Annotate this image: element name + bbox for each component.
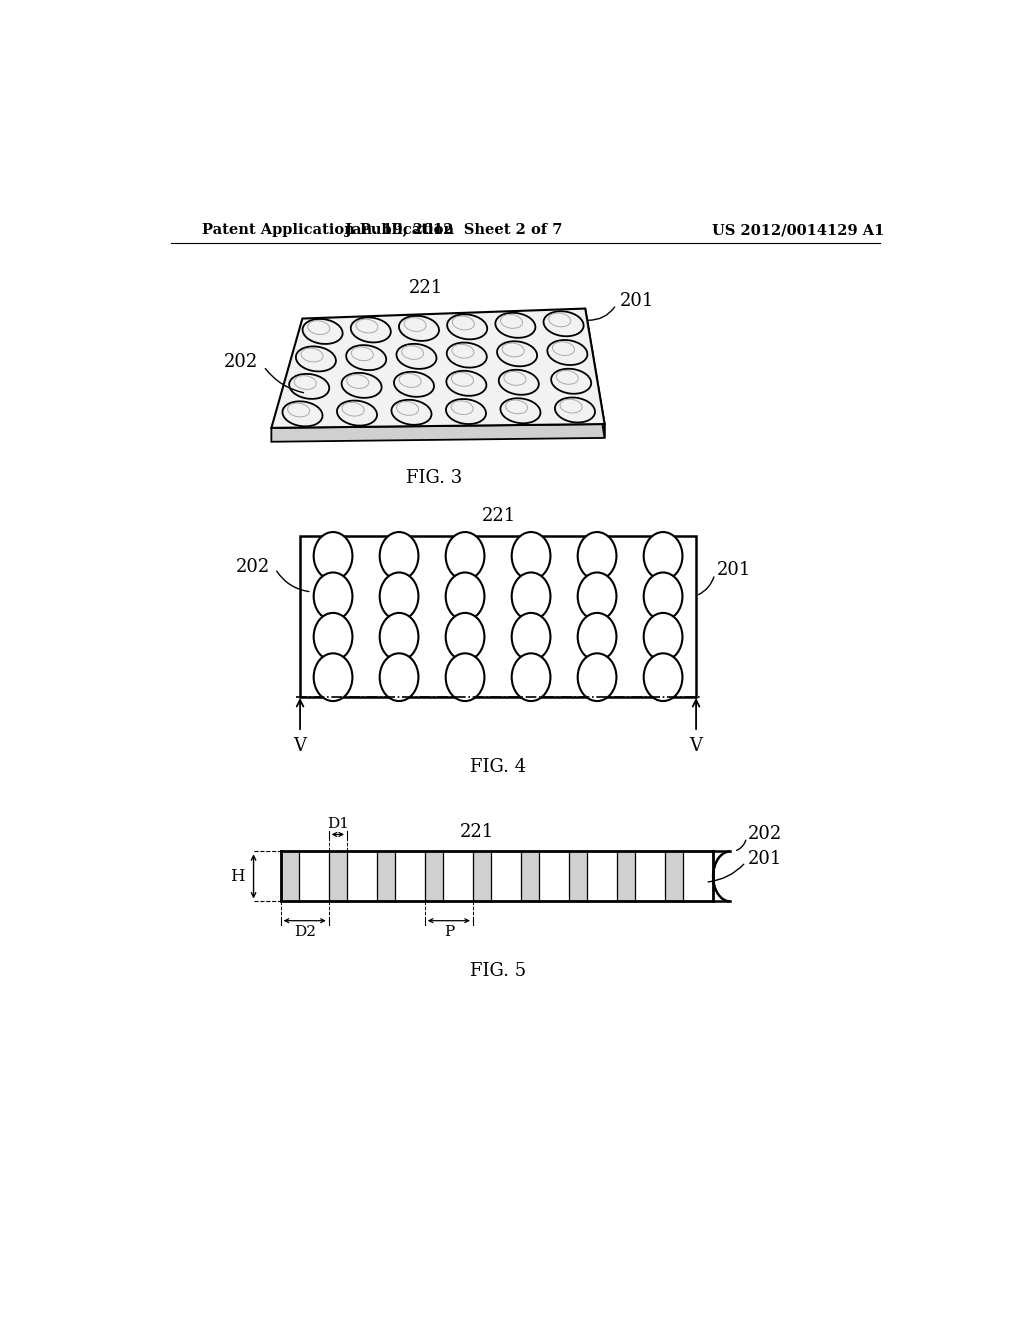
FancyArrowPatch shape — [698, 577, 714, 594]
Ellipse shape — [544, 312, 584, 337]
Polygon shape — [683, 851, 713, 902]
Ellipse shape — [289, 374, 330, 399]
Text: V: V — [294, 737, 306, 755]
Ellipse shape — [447, 314, 487, 339]
Polygon shape — [271, 424, 604, 442]
Ellipse shape — [548, 341, 588, 366]
Polygon shape — [281, 851, 299, 902]
Ellipse shape — [497, 342, 538, 367]
Ellipse shape — [555, 397, 595, 422]
Ellipse shape — [512, 573, 551, 620]
Text: FIG. 4: FIG. 4 — [470, 758, 526, 776]
FancyArrowPatch shape — [736, 841, 745, 850]
Text: H: H — [229, 869, 245, 884]
Text: 202: 202 — [224, 354, 258, 371]
Ellipse shape — [501, 399, 541, 424]
Ellipse shape — [512, 532, 551, 579]
Ellipse shape — [337, 400, 377, 425]
Ellipse shape — [644, 612, 682, 660]
Ellipse shape — [313, 573, 352, 620]
Ellipse shape — [578, 532, 616, 579]
Ellipse shape — [446, 343, 486, 367]
Ellipse shape — [296, 346, 336, 371]
Ellipse shape — [499, 370, 539, 395]
Polygon shape — [587, 851, 617, 902]
Polygon shape — [299, 851, 329, 902]
Text: 201: 201 — [748, 850, 782, 869]
FancyArrowPatch shape — [265, 368, 303, 392]
Polygon shape — [271, 309, 604, 428]
Ellipse shape — [446, 371, 486, 396]
Polygon shape — [635, 851, 665, 902]
Ellipse shape — [644, 532, 682, 579]
Ellipse shape — [399, 315, 439, 341]
Ellipse shape — [644, 573, 682, 620]
Ellipse shape — [512, 653, 551, 701]
Ellipse shape — [578, 612, 616, 660]
Ellipse shape — [380, 653, 419, 701]
Polygon shape — [300, 536, 696, 697]
Ellipse shape — [380, 612, 419, 660]
Polygon shape — [377, 851, 395, 902]
Polygon shape — [617, 851, 635, 902]
Polygon shape — [521, 851, 540, 902]
Polygon shape — [665, 851, 683, 902]
Text: US 2012/0014129 A1: US 2012/0014129 A1 — [712, 223, 885, 238]
Ellipse shape — [396, 343, 436, 368]
Text: FIG. 3: FIG. 3 — [406, 469, 462, 487]
Polygon shape — [540, 851, 569, 902]
Text: 201: 201 — [621, 292, 654, 310]
Ellipse shape — [445, 532, 484, 579]
Ellipse shape — [302, 319, 343, 345]
Text: 201: 201 — [717, 561, 752, 579]
Ellipse shape — [351, 317, 391, 342]
Ellipse shape — [313, 653, 352, 701]
Text: D1: D1 — [327, 817, 349, 830]
Text: Jan. 19, 2012  Sheet 2 of 7: Jan. 19, 2012 Sheet 2 of 7 — [345, 223, 562, 238]
Ellipse shape — [283, 401, 323, 426]
Ellipse shape — [496, 313, 536, 338]
Polygon shape — [492, 851, 521, 902]
Ellipse shape — [380, 532, 419, 579]
FancyArrowPatch shape — [588, 308, 614, 321]
Text: V: V — [689, 737, 702, 755]
Polygon shape — [586, 309, 604, 438]
Ellipse shape — [551, 368, 591, 393]
Polygon shape — [569, 851, 587, 902]
Ellipse shape — [512, 612, 551, 660]
Text: D2: D2 — [294, 925, 315, 940]
Text: 221: 221 — [481, 507, 515, 525]
Polygon shape — [347, 851, 377, 902]
Ellipse shape — [578, 653, 616, 701]
Ellipse shape — [346, 345, 386, 370]
Ellipse shape — [578, 573, 616, 620]
Ellipse shape — [313, 612, 352, 660]
Text: Patent Application Publication: Patent Application Publication — [202, 223, 454, 238]
Text: 202: 202 — [748, 825, 782, 843]
FancyArrowPatch shape — [709, 865, 743, 882]
Polygon shape — [443, 851, 473, 902]
Text: 221: 221 — [410, 279, 443, 297]
Ellipse shape — [445, 653, 484, 701]
Ellipse shape — [380, 573, 419, 620]
Polygon shape — [473, 851, 492, 902]
Ellipse shape — [342, 372, 382, 397]
FancyArrowPatch shape — [276, 572, 309, 591]
Ellipse shape — [445, 573, 484, 620]
Text: 202: 202 — [236, 557, 270, 576]
Ellipse shape — [644, 653, 682, 701]
Ellipse shape — [445, 612, 484, 660]
Text: P: P — [443, 925, 454, 940]
Ellipse shape — [394, 372, 434, 397]
Ellipse shape — [445, 399, 486, 424]
Text: FIG. 5: FIG. 5 — [470, 962, 526, 979]
Polygon shape — [425, 851, 443, 902]
Ellipse shape — [391, 400, 431, 425]
Polygon shape — [395, 851, 425, 902]
Polygon shape — [329, 851, 347, 902]
Text: 221: 221 — [460, 824, 494, 841]
Ellipse shape — [313, 532, 352, 579]
